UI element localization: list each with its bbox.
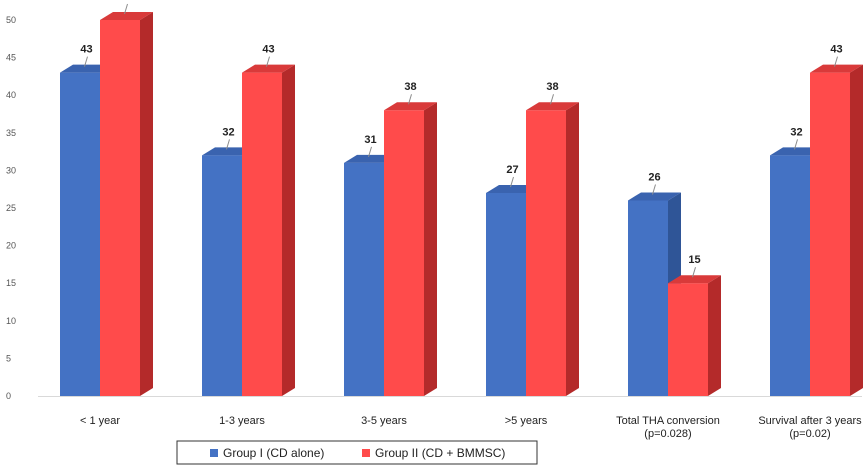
data-label-leader xyxy=(652,184,656,195)
data-label: 32 xyxy=(790,126,802,138)
bar-side xyxy=(424,102,437,397)
category-label: 1-3 years xyxy=(219,415,265,427)
bar-front xyxy=(770,155,810,396)
bar-front xyxy=(810,72,850,396)
y-tick-label: 0 xyxy=(6,391,11,401)
data-label-leader xyxy=(84,56,88,67)
bar-side xyxy=(850,64,863,396)
y-tick-label: 45 xyxy=(6,53,16,63)
data-label: 27 xyxy=(506,164,518,176)
bar xyxy=(242,64,295,396)
legend-box xyxy=(176,440,538,465)
data-label: 43 xyxy=(80,44,92,56)
bar-front xyxy=(202,155,242,396)
data-label-leader xyxy=(834,56,838,67)
data-label-leader xyxy=(266,56,270,67)
bar-top xyxy=(100,12,153,20)
bar xyxy=(384,102,437,397)
bar-front xyxy=(486,192,526,396)
bar-front xyxy=(344,162,384,396)
data-label: 43 xyxy=(262,44,274,56)
category-label: >5 years xyxy=(505,415,548,427)
bar xyxy=(668,275,721,396)
data-label-leader xyxy=(550,94,554,105)
data-label: 15 xyxy=(688,254,700,266)
bar-top xyxy=(810,64,863,73)
data-label-leader xyxy=(408,94,412,105)
y-tick-label: 50 xyxy=(6,15,16,25)
data-label: 32 xyxy=(222,126,234,138)
bar-front xyxy=(60,72,100,396)
data-label: 26 xyxy=(648,171,660,183)
legend-swatch xyxy=(210,449,218,457)
category-label: Survival after 3 years xyxy=(758,415,862,427)
bar-front xyxy=(526,110,566,397)
legend-label: Group I (CD alone) xyxy=(223,446,324,460)
bar-top xyxy=(668,275,721,284)
bar-top xyxy=(60,64,113,73)
bar-side xyxy=(140,12,153,396)
bar-top xyxy=(242,64,295,73)
bar-top xyxy=(384,102,437,111)
data-label-leader xyxy=(510,176,514,188)
bar-side xyxy=(566,102,579,397)
bar-front xyxy=(628,200,668,396)
legend-swatch xyxy=(362,449,370,457)
bar-front xyxy=(100,20,140,396)
category-label: (p=0.02) xyxy=(789,428,830,440)
data-label-leader xyxy=(368,146,372,158)
category-label: (p=0.028) xyxy=(644,428,691,440)
y-tick-label: 15 xyxy=(6,278,16,288)
data-label: 38 xyxy=(546,81,558,93)
category-label: Total THA conversion xyxy=(616,415,720,427)
bar-front xyxy=(242,72,282,396)
data-label-leader xyxy=(794,139,798,150)
data-label-leader xyxy=(124,3,128,15)
bar-side xyxy=(708,275,721,396)
bar-side xyxy=(282,64,295,396)
bar-front xyxy=(668,283,708,396)
bar xyxy=(100,12,153,396)
y-tick-label: 10 xyxy=(6,316,16,326)
data-label-leader xyxy=(692,267,696,278)
category-label: < 1 year xyxy=(80,415,120,427)
bar xyxy=(810,64,863,396)
legend-label: Group II (CD + BMMSC) xyxy=(375,446,505,460)
bar xyxy=(526,102,579,397)
bar-front xyxy=(384,110,424,397)
bar-top xyxy=(526,102,579,111)
y-tick-label: 20 xyxy=(6,241,16,251)
y-tick-label: 25 xyxy=(6,203,16,213)
bar-top xyxy=(770,147,823,156)
data-label-leader xyxy=(226,139,230,150)
category-label: 3-5 years xyxy=(361,415,407,427)
data-label: 31 xyxy=(364,134,376,146)
bar-top xyxy=(628,192,681,201)
y-tick-label: 5 xyxy=(6,353,11,363)
y-tick-label: 30 xyxy=(6,165,16,175)
y-tick-label: 40 xyxy=(6,90,16,100)
data-label: 43 xyxy=(830,44,842,56)
bar-top xyxy=(202,147,255,156)
bar-top xyxy=(344,154,397,163)
data-label: 50 xyxy=(120,0,132,3)
data-label: 38 xyxy=(404,81,416,93)
bar-top xyxy=(486,184,539,193)
y-tick-label: 35 xyxy=(6,128,16,138)
